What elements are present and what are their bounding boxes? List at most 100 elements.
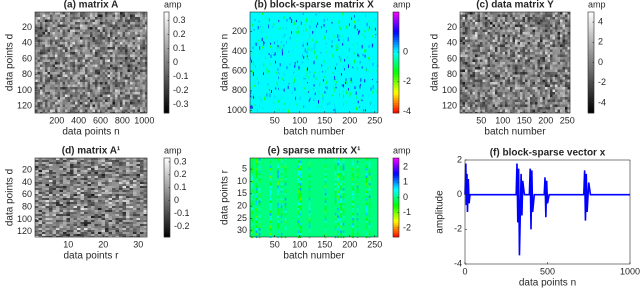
noise-cell bbox=[108, 110, 111, 113]
noise-cell bbox=[130, 77, 133, 80]
noise-cell bbox=[500, 80, 503, 83]
noise-cell bbox=[130, 70, 133, 73]
noise-cell bbox=[495, 92, 498, 95]
noise-cell bbox=[530, 72, 533, 75]
noise-cell bbox=[488, 15, 491, 18]
noise-cell bbox=[55, 90, 58, 93]
noise-cell bbox=[505, 90, 508, 93]
noise-cell bbox=[56, 164, 60, 166]
noise-cell bbox=[68, 87, 71, 90]
noise-cell bbox=[528, 65, 531, 68]
noise-cell bbox=[91, 168, 95, 170]
noise-cell bbox=[133, 65, 136, 68]
noise-cell bbox=[123, 72, 126, 75]
sparse-entry bbox=[330, 17, 331, 19]
noise-cell bbox=[74, 180, 78, 182]
noise-cell bbox=[120, 40, 123, 43]
noise-cell bbox=[543, 37, 546, 40]
noise-cell bbox=[45, 52, 48, 55]
noise-cell bbox=[540, 12, 543, 15]
noise-cell bbox=[110, 60, 113, 63]
noise-cell bbox=[135, 52, 138, 55]
noise-cell bbox=[98, 70, 101, 73]
noise-cell bbox=[108, 105, 111, 108]
noise-cell bbox=[63, 184, 67, 186]
noise-cell bbox=[470, 75, 473, 78]
noise-cell bbox=[38, 87, 41, 90]
noise-cell bbox=[530, 60, 533, 63]
colorbar-segment bbox=[164, 63, 169, 66]
noise-cell bbox=[46, 170, 50, 172]
noise-cell bbox=[548, 20, 551, 23]
noise-cell bbox=[80, 82, 83, 85]
noise-cell bbox=[118, 37, 121, 40]
noise-cell bbox=[528, 35, 531, 38]
noise-cell bbox=[109, 182, 113, 184]
noise-cell bbox=[80, 85, 83, 88]
sparse-entry bbox=[263, 43, 264, 46]
noise-cell bbox=[548, 65, 551, 68]
noise-cell bbox=[515, 52, 518, 55]
noise-cell bbox=[475, 57, 478, 60]
noise-cell bbox=[490, 25, 493, 28]
noise-cell bbox=[80, 77, 83, 80]
y-tick-label: 800 bbox=[232, 85, 247, 95]
noise-cell bbox=[73, 95, 76, 98]
noise-cell bbox=[555, 80, 558, 83]
noise-cell bbox=[548, 47, 551, 50]
noise-cell bbox=[73, 80, 76, 83]
noise-cell bbox=[560, 62, 563, 65]
noise-cell bbox=[45, 27, 48, 30]
noise-cell bbox=[98, 164, 102, 166]
noise-cell bbox=[75, 20, 78, 23]
noise-cell bbox=[35, 82, 38, 85]
noise-cell bbox=[565, 30, 568, 33]
noise-cell bbox=[528, 82, 531, 85]
noise-cell bbox=[43, 82, 46, 85]
noise-cell bbox=[55, 75, 58, 78]
noise-cell bbox=[555, 25, 558, 28]
noise-cell bbox=[126, 164, 130, 166]
noise-cell bbox=[75, 57, 78, 60]
noise-cell bbox=[560, 52, 563, 55]
sparse-entry bbox=[372, 63, 373, 66]
noise-cell bbox=[528, 47, 531, 50]
noise-cell bbox=[95, 95, 98, 98]
sparse-entry bbox=[259, 97, 260, 98]
noise-cell bbox=[518, 72, 521, 75]
sparse-entry bbox=[291, 31, 292, 34]
noise-cell bbox=[535, 30, 538, 33]
noise-cell bbox=[495, 50, 498, 53]
noise-cell bbox=[558, 97, 561, 100]
noise-cell bbox=[523, 67, 526, 70]
noise-cell bbox=[60, 72, 63, 75]
noise-cell bbox=[48, 20, 51, 23]
noise-cell bbox=[475, 80, 478, 83]
noise-cell bbox=[465, 15, 468, 18]
noise-cell bbox=[120, 72, 123, 75]
noise-cell bbox=[550, 95, 553, 98]
noise-cell bbox=[470, 25, 473, 28]
noise-cell bbox=[548, 40, 551, 43]
noise-cell bbox=[42, 180, 46, 182]
noise-cell bbox=[470, 97, 473, 100]
noise-cell bbox=[35, 196, 39, 198]
noise-cell bbox=[538, 55, 541, 58]
sparse-entry bbox=[327, 86, 328, 89]
sparse-entry bbox=[294, 21, 295, 25]
noise-cell bbox=[138, 57, 141, 60]
sparse-entry bbox=[308, 108, 309, 112]
noise-cell bbox=[553, 97, 556, 100]
noise-cell bbox=[58, 107, 61, 110]
noise-cell bbox=[123, 57, 126, 60]
noise-cell bbox=[98, 27, 101, 30]
noise-cell bbox=[130, 164, 134, 166]
noise-cell bbox=[128, 100, 131, 103]
noise-cell bbox=[118, 95, 121, 98]
noise-cell bbox=[63, 65, 66, 68]
noise-cell bbox=[493, 67, 496, 70]
colorbar-segment bbox=[393, 30, 399, 33]
noise-cell bbox=[108, 57, 111, 60]
noise-cell bbox=[123, 17, 126, 20]
noise-cell bbox=[478, 80, 481, 83]
